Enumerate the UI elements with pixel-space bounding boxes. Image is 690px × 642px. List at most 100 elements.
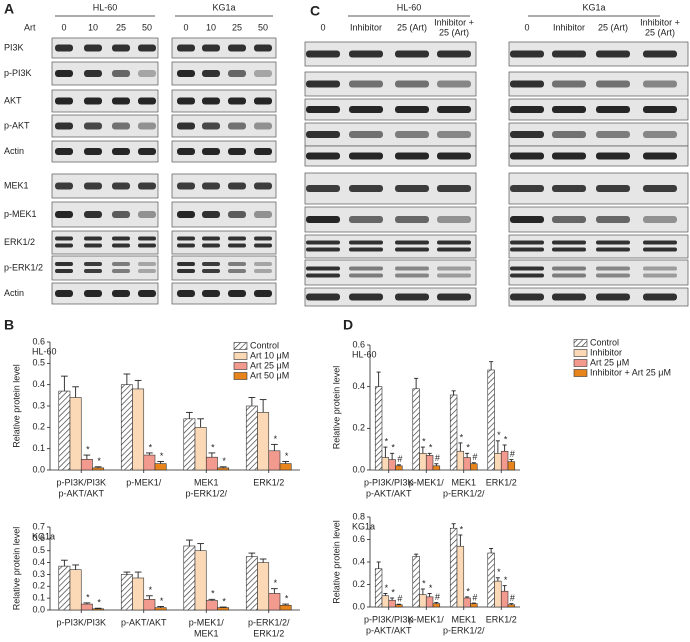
bar — [69, 397, 82, 471]
bar — [194, 427, 207, 471]
y-tick-label: 0.5 — [32, 545, 45, 555]
bar — [58, 565, 71, 611]
error-bar — [146, 452, 153, 456]
bar — [412, 388, 420, 471]
blot-band — [643, 106, 677, 113]
blot-band — [138, 182, 156, 190]
blot-band — [55, 243, 73, 248]
bar — [205, 456, 218, 471]
bar — [449, 394, 458, 471]
row-label: p-AKT — [4, 120, 30, 130]
bar — [183, 545, 196, 611]
legend-swatch — [573, 349, 588, 357]
blot-band — [202, 290, 220, 297]
significance: * — [422, 578, 426, 588]
y-axis-title: Relative protein level — [331, 366, 341, 450]
significance: * — [222, 456, 226, 466]
blot-band — [254, 243, 272, 248]
y-tick-label: 0.4 — [32, 557, 45, 567]
blot-band — [552, 216, 586, 223]
blot-strip — [171, 255, 277, 281]
bar — [463, 597, 471, 608]
blot-band — [596, 106, 630, 113]
blot-band — [306, 106, 340, 113]
bar — [470, 463, 478, 471]
blot-band — [228, 211, 246, 218]
y-tick-label: 0.6 — [352, 534, 365, 544]
significance: # — [397, 594, 402, 604]
blot-band — [177, 211, 195, 218]
blot-strip — [171, 114, 277, 138]
error-bar — [271, 443, 278, 451]
blot-band — [552, 185, 586, 192]
blot-band — [437, 240, 471, 245]
error-bar — [123, 571, 131, 575]
bar — [154, 607, 167, 611]
blot-band — [643, 273, 677, 278]
blot-band — [254, 70, 272, 77]
blot-band — [510, 185, 544, 192]
error-bar — [495, 440, 500, 454]
blot-band — [228, 243, 246, 248]
blot-band — [254, 236, 272, 241]
significance: * — [466, 586, 470, 596]
blot-band — [84, 211, 102, 218]
significance: * — [97, 598, 101, 608]
blot-band — [349, 273, 383, 278]
bar — [80, 459, 93, 471]
bar — [183, 418, 196, 471]
blot-band — [177, 236, 195, 241]
blot-band — [596, 50, 630, 58]
blot-band — [84, 243, 102, 248]
legend-label: Art 10 μM — [250, 350, 289, 360]
blot-band — [596, 247, 630, 252]
lane-label: 50 — [258, 22, 268, 32]
lane-label: 0 — [524, 22, 529, 32]
significance: * — [385, 583, 389, 593]
blot-band — [510, 293, 544, 301]
bar — [279, 463, 292, 471]
bar — [58, 390, 71, 471]
blot-band — [55, 182, 73, 190]
blot-strip — [304, 98, 477, 121]
blot-band — [55, 97, 73, 105]
blot-band — [112, 243, 130, 248]
error-bar — [509, 603, 514, 605]
blot-band — [112, 262, 130, 266]
error-bar — [414, 377, 419, 389]
blot-band — [138, 70, 156, 77]
lane-label: Inhibitor — [350, 22, 382, 32]
error-bar — [219, 466, 227, 468]
significance: * — [211, 442, 215, 452]
blot-band — [55, 262, 73, 266]
blot-strip — [51, 89, 159, 113]
bar — [419, 453, 427, 471]
blot-band — [596, 80, 630, 88]
legend-label: Inhibitor + Art 25 μM — [590, 367, 671, 377]
blot-band — [138, 269, 156, 273]
blot-strip — [304, 287, 477, 307]
blot-band — [202, 122, 220, 130]
blot-band — [552, 80, 586, 88]
blot-band — [228, 70, 246, 77]
group-label: HL-60 — [93, 2, 118, 12]
error-bar — [248, 397, 256, 406]
blot-band — [306, 152, 340, 160]
blot-band — [55, 122, 73, 130]
lane-label: 25 (Art) — [645, 27, 675, 37]
blot-strip — [508, 259, 689, 286]
blot-band — [643, 131, 677, 138]
error-bar — [434, 602, 439, 604]
blot-strip — [304, 259, 477, 286]
significance: * — [460, 432, 464, 442]
blot-band — [643, 266, 677, 271]
blot-band — [437, 152, 471, 160]
blot-band — [349, 152, 383, 160]
bar — [412, 556, 420, 608]
blot-band — [395, 185, 429, 192]
error-bar — [157, 605, 164, 608]
blot-band — [306, 50, 340, 58]
error-bar — [271, 588, 278, 594]
panel-label: D — [343, 317, 353, 333]
blot-band — [643, 247, 677, 252]
